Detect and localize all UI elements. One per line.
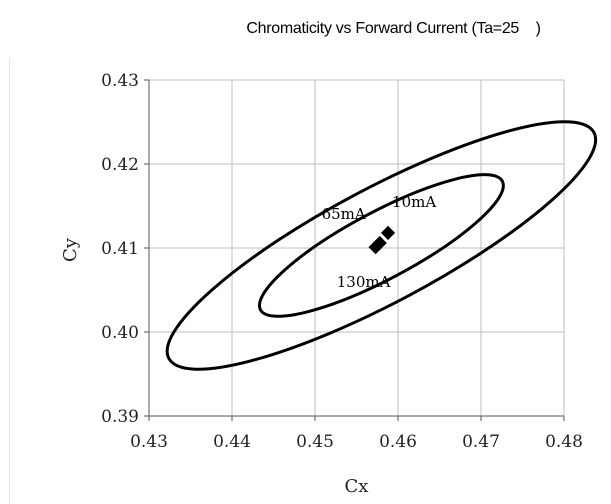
x-tick-label: 0.43 <box>130 432 168 452</box>
data-point <box>381 226 395 240</box>
x-tick-label: 0.48 <box>545 432 583 452</box>
x-tick-label: 0.47 <box>462 432 500 452</box>
data-points <box>369 226 396 254</box>
y-tick-labels: 0.39 0.40 0.41 0.42 0.43 <box>101 71 139 427</box>
y-tick-label: 0.41 <box>101 239 139 259</box>
data-label: 10mA <box>392 193 436 211</box>
y-tick-label: 0.39 <box>101 407 139 427</box>
data-label: 65mA <box>322 205 366 223</box>
x-tick-labels: 0.43 0.44 0.45 0.46 0.47 0.48 <box>130 432 583 452</box>
x-tick-label: 0.44 <box>213 432 251 452</box>
y-axis-label: Cy <box>60 237 81 262</box>
x-axis-label: Cx <box>345 476 369 497</box>
grid-lines <box>149 80 564 416</box>
y-tick-label: 0.40 <box>101 323 139 343</box>
y-tick-label: 0.42 <box>101 155 139 175</box>
data-label: 130mA <box>337 273 391 291</box>
x-tick-label: 0.45 <box>296 432 334 452</box>
x-tick-label: 0.46 <box>379 432 417 452</box>
y-tick-label: 0.43 <box>101 71 139 91</box>
